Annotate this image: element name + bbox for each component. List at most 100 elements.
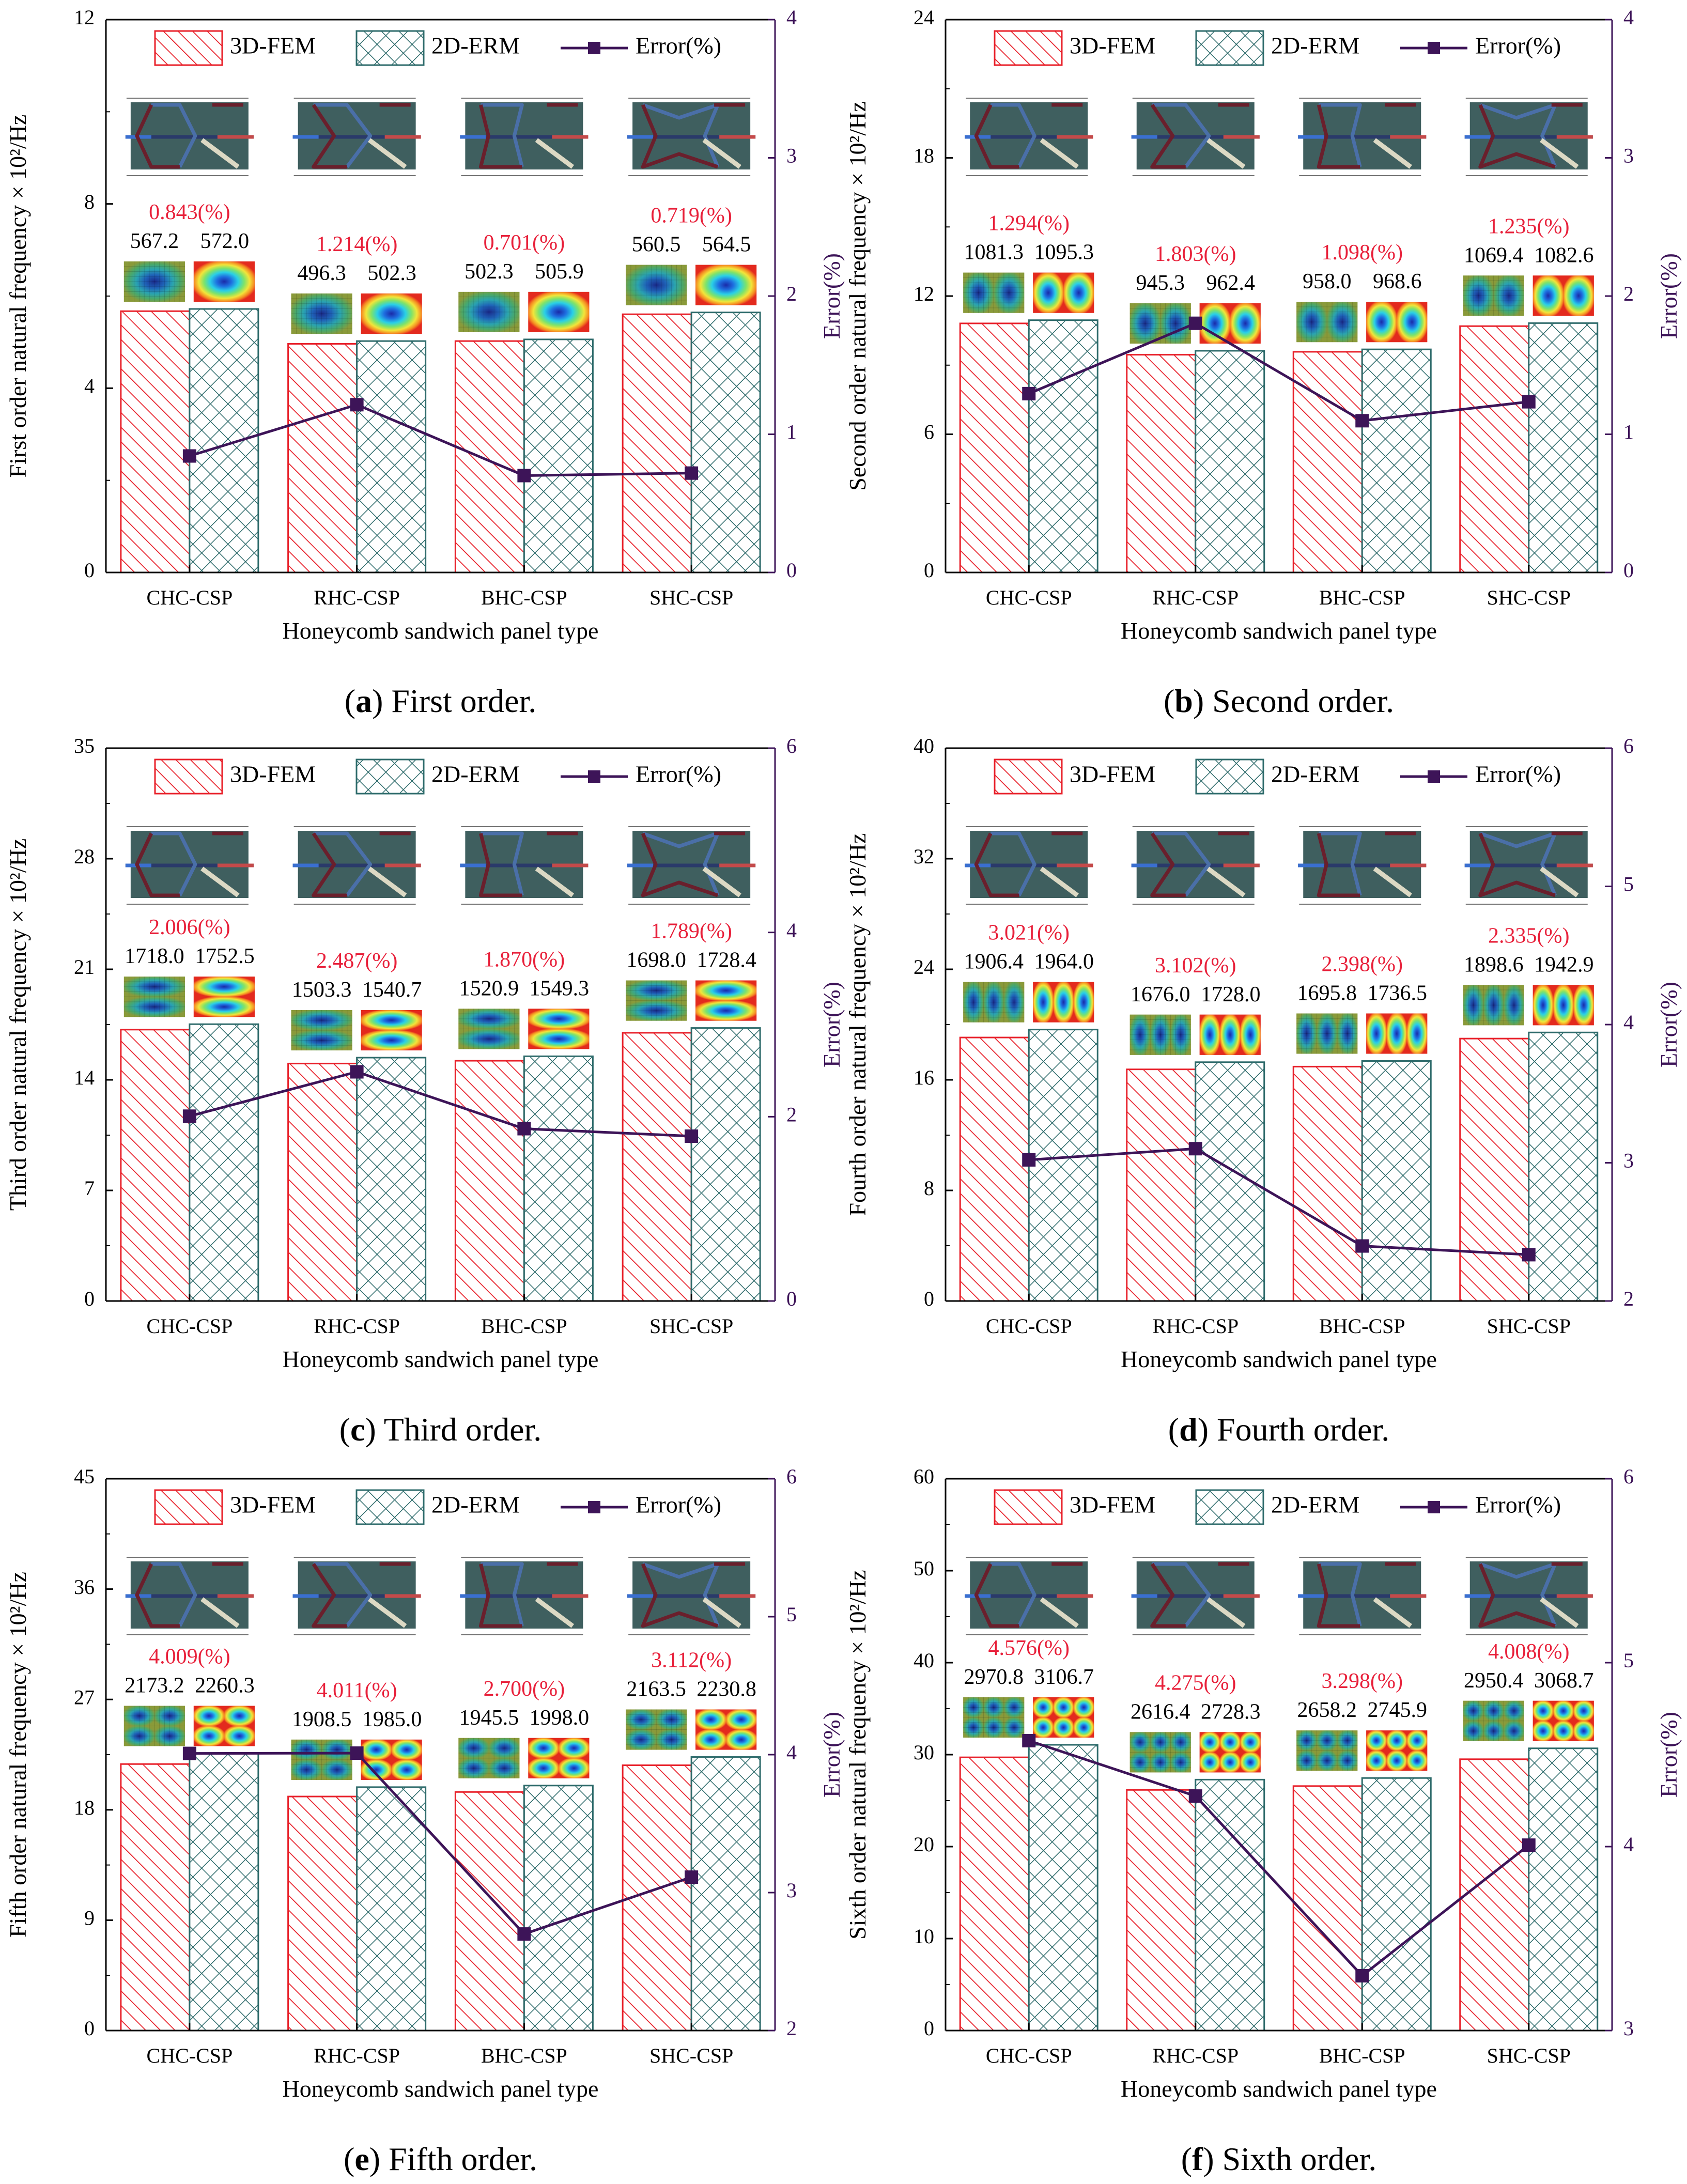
data-label-erm: 3106.7 <box>1034 1665 1094 1689</box>
error-point <box>685 1129 699 1143</box>
error-point <box>1522 395 1536 409</box>
data-label-fem: 1081.3 <box>964 241 1024 265</box>
error-data-label: 0.719(%) <box>651 204 732 228</box>
cell-wall-lower <box>312 832 347 897</box>
y2-tick-label: 2 <box>1623 1287 1634 1310</box>
caption-letter: d <box>1179 1411 1198 1448</box>
data-label-erm: 1549.3 <box>530 977 590 1000</box>
mode-shape-contour-icon <box>528 291 590 332</box>
mode-shape-cell <box>528 291 590 332</box>
cell-strut <box>1206 1597 1246 1628</box>
bar-3d-fem <box>959 1036 1030 1302</box>
y-tick-label: 18 <box>914 144 934 167</box>
data-label-fem: 2163.5 <box>626 1678 686 1701</box>
mode-shape-cell <box>1220 1752 1241 1773</box>
cell-strut <box>535 1597 575 1628</box>
y-tick-label: 40 <box>914 1649 934 1672</box>
honeycomb-cell-diagram-icon <box>1464 98 1593 176</box>
mode-shape-cell <box>193 997 255 1017</box>
honeycomb-cell-diagram-icon <box>125 1557 254 1635</box>
mode-shape-cell <box>963 1697 984 1718</box>
y-axis-title: Third order natural frequency × 10²/Hz <box>5 839 31 1211</box>
mode-shape-cell <box>1533 1721 1554 1741</box>
y2-axis-title: Error(%) <box>818 1712 845 1798</box>
cell-wall-lower <box>641 832 719 897</box>
cell-wall-upper <box>1319 1562 1362 1627</box>
cell-wall-upper <box>990 103 1036 168</box>
mode-shape-cell <box>1296 1730 1317 1751</box>
bar-2d-erm <box>1028 319 1098 574</box>
cell-wall-lower <box>1317 833 1360 897</box>
mode-shape-cell <box>458 1758 489 1778</box>
mode-shape-cell <box>695 265 757 305</box>
error-data-label: 4.011(%) <box>317 1679 397 1702</box>
bar-3d-fem <box>120 1763 191 2032</box>
mode-shape-cell <box>1386 1013 1407 1054</box>
y2-tick-label: 4 <box>786 1741 797 1764</box>
mode-shape-cell <box>1033 272 1064 313</box>
mode-shape-cell <box>321 1739 352 1760</box>
mode-shape-cell <box>1337 1013 1358 1054</box>
y-tick-label: 60 <box>914 1465 934 1488</box>
cell-wall-lower <box>135 832 180 897</box>
cell-strut <box>1540 866 1579 897</box>
mode-shape-cell <box>963 1717 984 1738</box>
error-point <box>1355 1969 1369 1982</box>
x-tick-label: SHC-CSP <box>1487 2044 1571 2067</box>
error-series-line <box>189 403 692 477</box>
mode-shape-cell <box>361 1010 422 1030</box>
mode-shape-cell <box>1317 1751 1337 1771</box>
caption-paren-open: ( <box>1164 683 1174 719</box>
error-point <box>1022 1153 1036 1167</box>
error-point <box>1022 386 1036 400</box>
mode-shape-cell <box>1003 1697 1025 1718</box>
error-point <box>350 1746 364 1760</box>
mode-shape-cell <box>1063 272 1094 313</box>
x-tick-label: CHC-CSP <box>986 1314 1072 1338</box>
data-label-fem: 1898.6 <box>1464 953 1524 977</box>
caption-paren-close: ) <box>365 1411 376 1448</box>
bar-2d-erm <box>356 340 427 574</box>
y-tick-label: 14 <box>74 1066 95 1089</box>
y-tick-label: 9 <box>84 1907 95 1930</box>
mode-shape-cell <box>695 980 757 1001</box>
cell-strut <box>535 138 575 169</box>
cell-wall-upper <box>1319 103 1362 167</box>
mode-shape-cell <box>626 1000 687 1021</box>
data-label-erm: 2260.3 <box>195 1674 255 1698</box>
cell-wall-lower <box>478 1563 522 1628</box>
mode-shape-cell <box>1150 1752 1171 1773</box>
y-tick-label: 24 <box>914 6 934 29</box>
data-label-fem: 1520.9 <box>459 977 519 1000</box>
error-data-label: 1.294(%) <box>988 212 1070 236</box>
data-label-fem: 567.2 <box>130 229 179 253</box>
mode-shape-cell <box>626 1729 657 1750</box>
honeycomb-cell-diagram-icon <box>1464 1557 1593 1635</box>
mode-shape-contour-icon <box>193 261 255 302</box>
mode-shape-cell <box>1170 1752 1191 1773</box>
mode-shape-cell <box>1296 1013 1317 1054</box>
panel-caption: (e) Fifth order. <box>344 2141 537 2177</box>
mode-shape-cell <box>1366 1013 1387 1054</box>
mode-shape-contour-icon <box>1296 1730 1358 1771</box>
x-axis-title: Honeycomb sandwich panel type <box>283 617 599 644</box>
bar-2d-erm <box>356 1057 427 1302</box>
caption-paren-open: ( <box>345 683 355 719</box>
mode-shape-cell <box>1573 1721 1594 1741</box>
data-label-fem: 1906.4 <box>964 950 1024 974</box>
cell-strut <box>367 866 407 897</box>
y2-tick-label: 5 <box>786 1603 797 1626</box>
mode-shape-cell <box>695 1729 726 1750</box>
honeycomb-cell-diagram-icon <box>1298 98 1427 176</box>
mode-shape-contour-icon <box>1533 275 1594 316</box>
mode-shape-cell <box>1230 303 1261 344</box>
bar-3d-fem <box>454 340 525 574</box>
data-label-fem: 1718.0 <box>125 944 184 968</box>
legend-label-error: Error(%) <box>1475 33 1561 59</box>
mode-shape-cell <box>1240 1752 1261 1773</box>
data-label-fem: 1908.5 <box>292 1708 352 1731</box>
mode-shape-cell <box>1129 303 1160 344</box>
cell-wall-upper <box>1152 103 1211 168</box>
caption-paren-close: ) <box>1193 683 1204 719</box>
